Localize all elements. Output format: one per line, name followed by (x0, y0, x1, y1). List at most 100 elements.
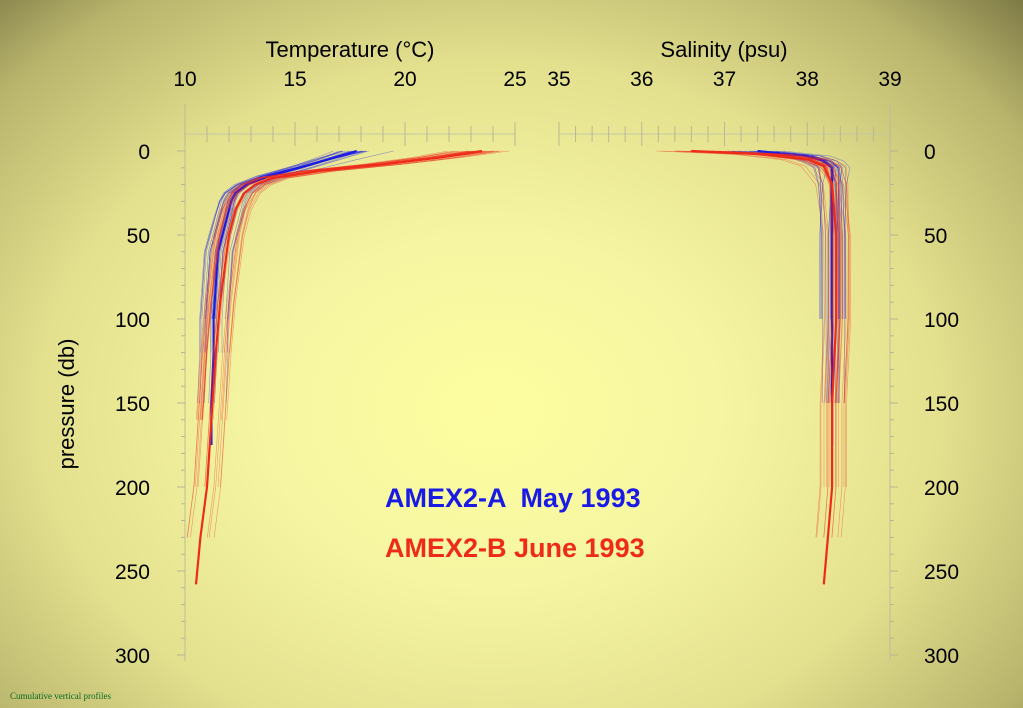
salinity-profile-amex2-a (775, 150, 838, 404)
temperature-profile-amex2-a (211, 150, 334, 320)
temperature-profile-amex2-a (218, 150, 340, 353)
temperature-x-tick-label: 20 (393, 68, 416, 91)
salinity-profile-amex2-b (678, 150, 841, 538)
temperature-profile-amex2-b (201, 150, 470, 420)
salinity-profile-amex2-b (676, 150, 843, 404)
salinity-profile-amex2-b (705, 150, 832, 487)
temperature-profile-amex2-b (196, 150, 464, 420)
y-tick-label-right: 0 (924, 141, 936, 164)
salinity-profile-amex2-a (762, 150, 835, 320)
y-tick-label-left: 250 (115, 561, 150, 584)
salinity-profile-amex2-b (704, 150, 840, 404)
y-tick-label-right: 50 (924, 225, 947, 248)
salinity-x-tick-label: 39 (878, 68, 901, 91)
temperature-profile-amex2-b (201, 150, 457, 420)
temperature-profile-amex2-b (200, 150, 468, 420)
salinity-x-tick-label: 37 (713, 68, 736, 91)
temperature-profile-amex2-b (207, 150, 500, 538)
temperature-profile-amex2-a (200, 150, 364, 353)
salinity-profile-amex2-b (676, 150, 830, 404)
temperature-profile-amex2-a (225, 150, 394, 404)
temperature-profile-amex2-b (220, 150, 473, 488)
y-tick-label-left: 150 (115, 393, 150, 416)
salinity-profile-amex2-a (727, 150, 823, 320)
salinity-profile-amex2-b (707, 150, 842, 404)
salinity-profile-amex2-a (762, 150, 840, 320)
salinity-profile-amex2-a (732, 150, 827, 403)
temperature-profile-amex2-b (202, 150, 448, 420)
series-layer (186, 149, 852, 585)
salinity-profile-amex2-b (696, 150, 837, 538)
temperature-profile-amex2-b (226, 150, 503, 420)
salinity-profile-amex2-b (656, 150, 825, 538)
salinity-profile-amex2-b (708, 150, 834, 404)
salinity-profile-amex2-b (693, 150, 833, 538)
footer-caption: Cumulative vertical profiles (10, 691, 111, 701)
salinity-profile-amex2-b (695, 150, 841, 538)
salinity-profile-amex2-b (715, 150, 849, 487)
salinity-profile-amex2-a (762, 150, 845, 403)
salinity-profile-amex2-a (762, 150, 839, 403)
y-tick-label-left: 50 (127, 225, 150, 248)
temperature-profile-amex2-a (205, 150, 346, 353)
salinity-mean-profile-amex2-b (691, 149, 838, 585)
salinity-profile-amex2-b (689, 150, 835, 487)
salinity-profile-amex2-a (739, 150, 823, 403)
temperature-profile-amex2-a (203, 150, 343, 353)
temperature-x-tick-label: 25 (503, 68, 526, 91)
y-tick-label-left: 100 (115, 309, 150, 332)
y-tick-label-right: 250 (924, 561, 959, 584)
temperature-x-tick-label: 10 (173, 68, 196, 91)
temperature-profile-amex2-b (221, 150, 468, 420)
y-tick-label-right: 300 (924, 645, 959, 668)
salinity-profile-amex2-b (717, 150, 841, 404)
temperature-profile-amex2-b (194, 150, 472, 488)
salinity-profile-amex2-b (711, 150, 850, 538)
salinity-profile-amex2-a (744, 150, 822, 319)
temperature-profile-amex2-a (197, 150, 366, 404)
temperature-profile-amex2-b (208, 150, 510, 538)
temperature-profile-amex2-a (208, 150, 343, 404)
tick-layer (177, 122, 898, 656)
temperature-profile-amex2-a (228, 150, 369, 320)
temperature-profile-amex2-b (204, 150, 486, 488)
temperature-profile-amex2-b (186, 150, 475, 538)
salinity-axis-title: Salinity (psu) (660, 37, 787, 62)
temperature-mean-profile-amex2-b (194, 149, 483, 585)
salinity-profile-amex2-a (760, 150, 840, 403)
temperature-profile-amex2-b (197, 150, 486, 488)
temperature-profile-amex2-b (212, 150, 454, 353)
y-tick-label-right: 150 (924, 393, 959, 416)
temperature-axis-title: Temperature (°C) (266, 37, 435, 62)
temperature-profile-amex2-b (187, 150, 460, 538)
salinity-profile-amex2-b (673, 150, 841, 487)
salinity-x-tick-label: 35 (547, 68, 570, 91)
legend-entry-amex2-b: AMEX2-B June 1993 (385, 533, 645, 563)
salinity-profile-amex2-b (702, 150, 833, 538)
salinity-x-tick-label: 36 (630, 68, 653, 91)
salinity-profile-amex2-b (725, 150, 849, 404)
temperature-profile-amex2-a (225, 150, 367, 320)
labels-layer: Temperature (°C) Salinity (psu) pressure… (54, 37, 959, 668)
temperature-profile-amex2-b (213, 150, 499, 538)
salinity-profile-amex2-a (771, 150, 846, 319)
salinity-profile-amex2-b (698, 150, 835, 404)
temperature-profile-amex2-a (199, 150, 343, 404)
y-tick-label-left: 0 (138, 141, 150, 164)
salinity-profile-amex2-b (661, 150, 829, 487)
salinity-profile-amex2-a (761, 150, 843, 320)
y-tick-label-right: 200 (924, 477, 959, 500)
temperature-mean-profile-amex2-a (210, 149, 357, 445)
temperature-profile-amex2-a (218, 150, 343, 320)
pressure-axis-title: pressure (db) (54, 339, 79, 470)
y-tick-label-left: 200 (115, 477, 150, 500)
temperature-profile-amex2-a (227, 150, 362, 353)
salinity-x-tick-label: 38 (796, 68, 819, 91)
legend-entry-amex2-a: AMEX2-A May 1993 (385, 483, 641, 513)
y-tick-label-left: 300 (115, 645, 150, 668)
salinity-profile-amex2-a (761, 150, 843, 320)
salinity-profile-amex2-b (690, 150, 826, 538)
temperature-x-tick-label: 15 (283, 68, 306, 91)
y-tick-label-right: 100 (924, 309, 959, 332)
